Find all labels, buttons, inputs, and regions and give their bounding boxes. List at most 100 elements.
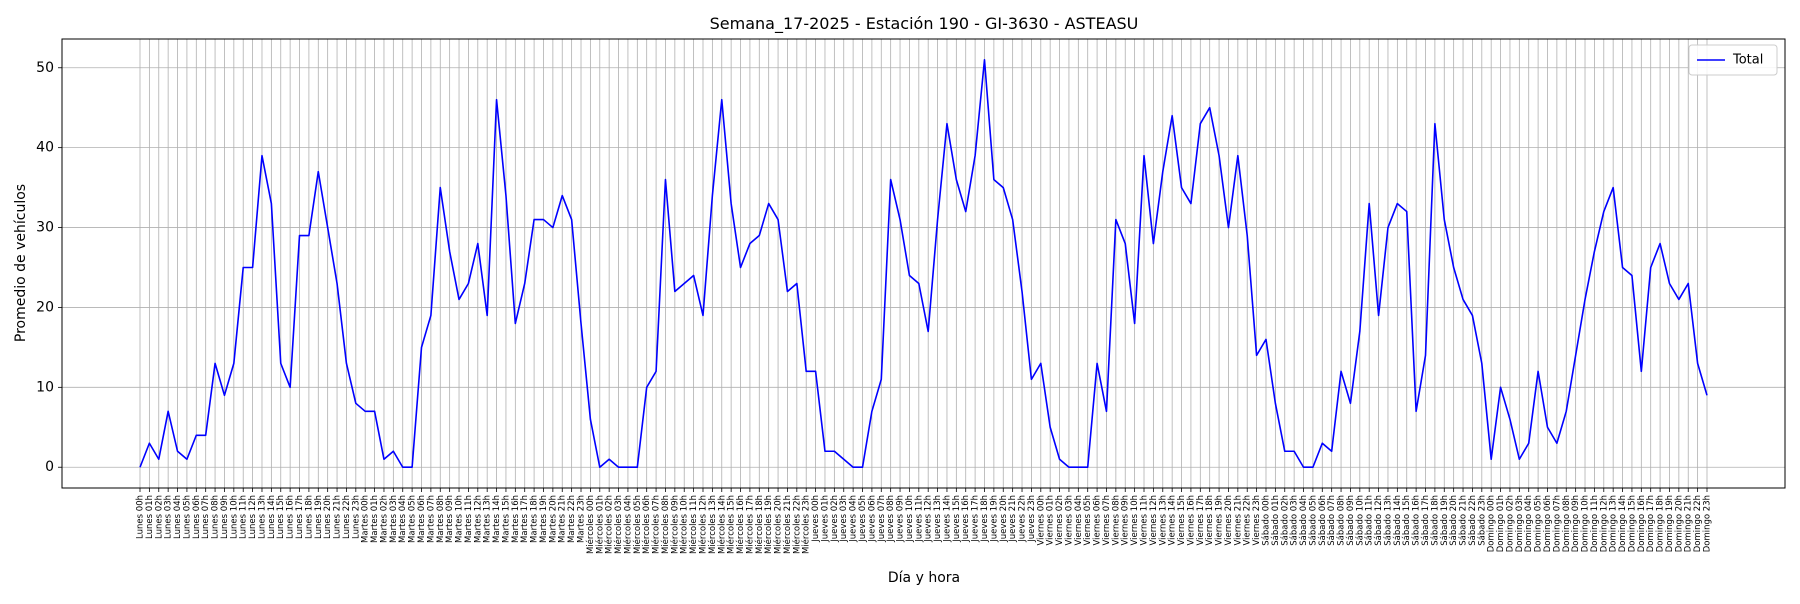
- data-point: [1368, 203, 1370, 205]
- data-point: [177, 450, 179, 452]
- data-point: [1303, 466, 1305, 468]
- data-point: [486, 315, 488, 317]
- x-tick-label: Viernes 11h: [1140, 495, 1150, 546]
- plot-area: [61, 38, 1786, 489]
- y-axis-label: Promedio de vehículos: [13, 184, 29, 342]
- x-tick-label: Sábado 09h: [1346, 495, 1356, 546]
- data-point: [1556, 442, 1558, 444]
- x-tick-label: Miércoles 19h: [763, 495, 774, 554]
- x-tick-label: Viernes 04h: [1074, 495, 1084, 546]
- data-point: [646, 387, 648, 389]
- x-tick-label: Sábado 23h: [1477, 495, 1487, 546]
- data-point: [918, 283, 920, 285]
- data-point: [1697, 363, 1699, 365]
- x-tick-label: Lunes 04h: [173, 495, 183, 539]
- data-point: [1331, 450, 1333, 452]
- x-tick-label: Domingo 14h: [1618, 495, 1628, 552]
- x-tick-label: Lunes 21h: [333, 495, 343, 539]
- data-point: [149, 442, 151, 444]
- x-tick-label: Lunes 02h: [154, 495, 164, 539]
- data-point: [327, 227, 329, 229]
- data-point: [796, 283, 798, 285]
- data-point: [1490, 458, 1492, 460]
- x-tick-label: Viernes 06h: [1093, 495, 1103, 546]
- x-tick-label: Viernes 19h: [1215, 495, 1225, 546]
- data-point: [1124, 243, 1126, 245]
- data-point: [1537, 371, 1539, 373]
- data-point: [1650, 267, 1652, 269]
- data-point: [1565, 411, 1567, 413]
- x-tick-label: Martes 10h: [455, 495, 465, 543]
- data-point: [1293, 450, 1295, 452]
- data-point: [158, 458, 160, 460]
- x-tick-label: Miércoles 23h: [801, 495, 812, 554]
- x-tick-label: Domingo 08h: [1562, 495, 1572, 552]
- x-tick-label: Viernes 23h: [1252, 495, 1262, 546]
- data-point: [1246, 235, 1248, 237]
- x-tick-label: Martes 22h: [567, 495, 577, 543]
- x-tick-label: Miércoles 14h: [716, 495, 727, 554]
- data-point: [693, 275, 695, 277]
- data-point: [1547, 426, 1549, 428]
- data-point: [1584, 299, 1586, 301]
- x-tick-label: Domingo 04h: [1524, 495, 1534, 552]
- x-tick-label: Lunes 11h: [239, 495, 249, 539]
- x-tick-label: Sábado 17h: [1421, 495, 1431, 546]
- x-tick-label: Jueves 02h: [830, 495, 840, 543]
- data-point: [1509, 418, 1511, 420]
- x-tick-label: Martes 18h: [530, 495, 540, 543]
- x-tick-label: Lunes 03h: [164, 495, 174, 539]
- x-tick-label: Viernes 12h: [1149, 495, 1159, 546]
- x-tick-label: Viernes 13h: [1158, 495, 1168, 546]
- x-tick-label: Viernes 14h: [1168, 495, 1178, 546]
- x-tick-label: Martes 17h: [520, 495, 530, 543]
- data-point: [458, 299, 460, 301]
- x-tick-label: Sábado 22h: [1468, 495, 1478, 546]
- y-tick-label: 50: [36, 60, 54, 76]
- x-tick-label: Lunes 01h: [145, 495, 155, 539]
- data-point: [336, 283, 338, 285]
- x-tick-label: Domingo 15h: [1627, 495, 1637, 552]
- data-point: [543, 219, 545, 221]
- data-point: [383, 458, 385, 460]
- x-tick-label: Domingo 16h: [1637, 495, 1647, 552]
- data-point: [890, 179, 892, 181]
- x-tick-label: Sábado 02h: [1280, 495, 1290, 546]
- x-tick-label: Jueves 04h: [849, 495, 859, 543]
- data-point: [374, 411, 376, 413]
- x-tick-label: Domingo 05h: [1534, 495, 1544, 552]
- data-point: [721, 99, 723, 101]
- data-point: [683, 283, 685, 285]
- data-point: [252, 267, 254, 269]
- x-tick-label: Domingo 10h: [1581, 495, 1591, 552]
- x-tick-label: Lunes 05h: [182, 495, 192, 539]
- data-point: [1415, 411, 1417, 413]
- x-tick-label: Lunes 08h: [211, 495, 221, 539]
- data-point: [655, 371, 657, 373]
- x-axis: Lunes 00h Lunes 01h Lunes 02h Lunes 03h Lune…: [136, 488, 1713, 554]
- x-tick-label: Viernes 21h: [1233, 495, 1243, 546]
- x-tick-label: Sábado 00h: [1261, 495, 1271, 546]
- data-point: [1687, 283, 1689, 285]
- data-point: [449, 251, 451, 253]
- data-point: [1021, 291, 1023, 293]
- x-tick-label: Miércoles 00h: [585, 495, 596, 554]
- data-point: [580, 323, 582, 325]
- data-point: [927, 331, 929, 333]
- data-point: [1002, 187, 1004, 189]
- data-point: [1031, 379, 1033, 381]
- x-tick-label: Jueves 18h: [980, 495, 990, 543]
- data-point: [824, 450, 826, 452]
- x-tick-label: Jueves 14h: [942, 495, 952, 543]
- data-point: [834, 450, 836, 452]
- data-point: [730, 203, 732, 205]
- x-tick-label: Miércoles 07h: [651, 495, 662, 554]
- y-axis: 0 10 20 30 40 50: [36, 60, 62, 475]
- x-tick-label: Lunes 07h: [201, 495, 211, 539]
- x-tick-label: Viernes 01h: [1046, 495, 1056, 546]
- data-point: [1500, 387, 1502, 389]
- x-tick-label: Martes 05h: [408, 495, 418, 543]
- data-point: [1096, 363, 1098, 365]
- x-tick-label: Sábado 04h: [1299, 495, 1309, 546]
- x-tick-label: Jueves 17h: [971, 495, 981, 543]
